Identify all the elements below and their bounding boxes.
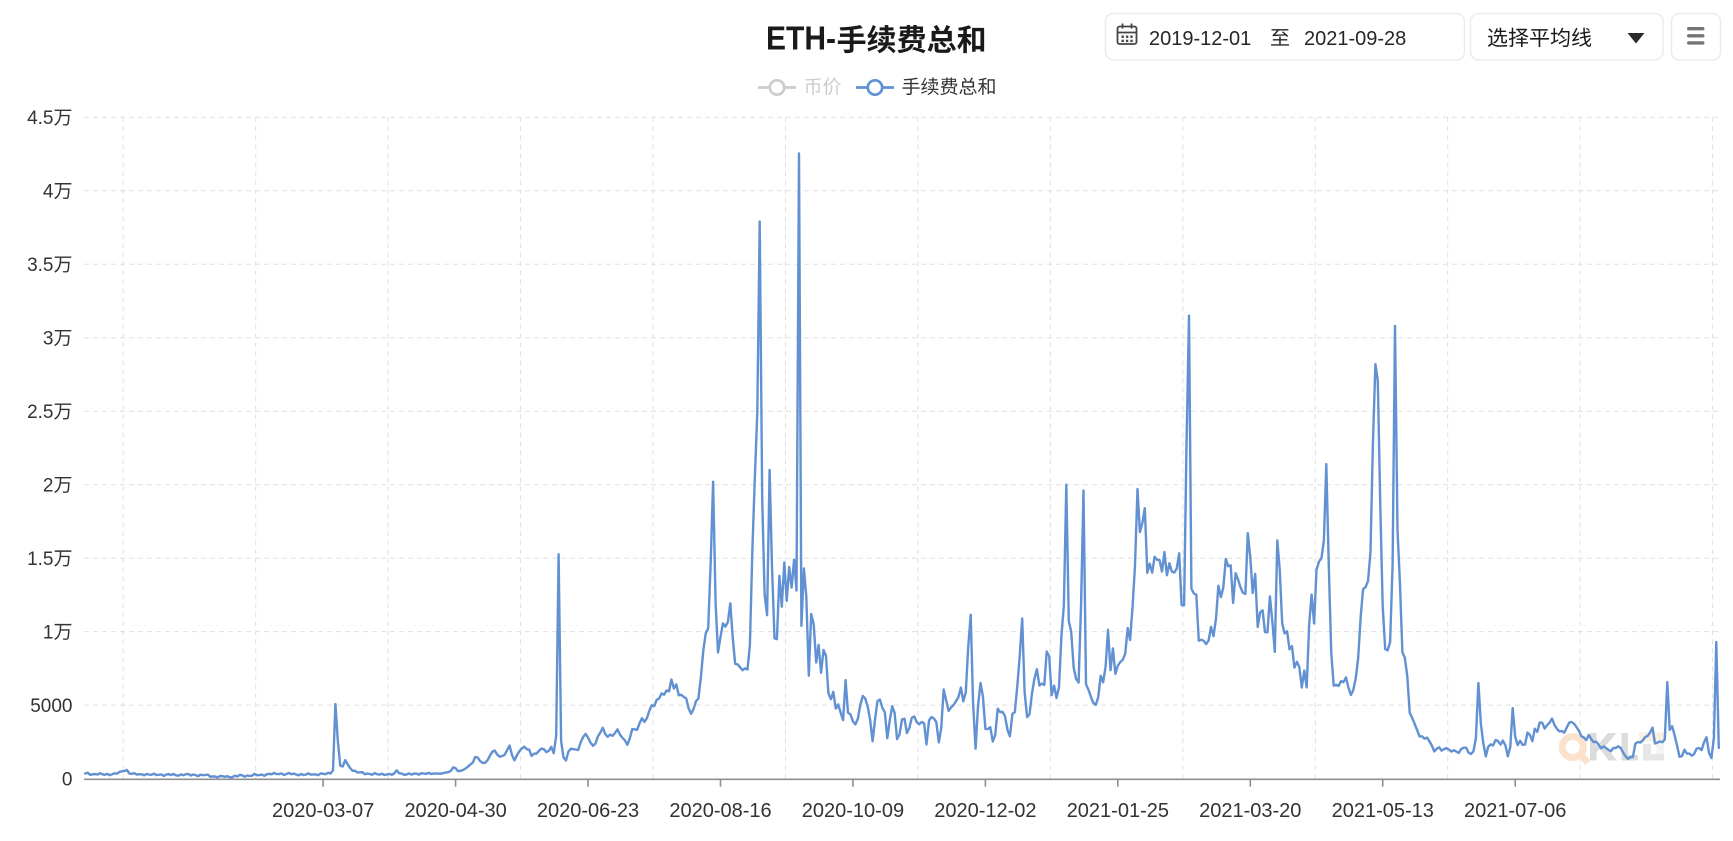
svg-text:4: 4 [43,182,54,203]
svg-text:4.5: 4.5 [27,108,53,129]
svg-text:3: 3 [43,329,54,350]
svg-text:2021-05-13: 2021-05-13 [1332,800,1434,822]
svg-text:3.5: 3.5 [27,255,53,276]
svg-text:2020-08-16: 2020-08-16 [669,800,771,822]
svg-text:2020-10-09: 2020-10-09 [802,800,904,822]
svg-text:2020-03-07: 2020-03-07 [272,800,374,822]
svg-text:2020-06-23: 2020-06-23 [537,800,639,822]
svg-text:2019-12-01: 2019-12-01 [1149,28,1251,50]
svg-text:0: 0 [62,769,73,790]
svg-text:2021-01-25: 2021-01-25 [1067,800,1169,822]
svg-text:2020-04-30: 2020-04-30 [404,800,506,822]
svg-text:2.5: 2.5 [27,402,53,423]
svg-text:ETH-: ETH- [766,20,836,57]
svg-text:2020-12-02: 2020-12-02 [934,800,1036,822]
svg-text:1.5: 1.5 [27,549,53,570]
svg-text:2: 2 [43,475,54,496]
svg-text:2021-03-20: 2021-03-20 [1199,800,1301,822]
svg-text:2021-09-28: 2021-09-28 [1304,28,1406,50]
svg-text:5000: 5000 [30,696,72,717]
svg-text:1: 1 [43,622,54,643]
svg-text:2021-07-06: 2021-07-06 [1464,800,1566,822]
